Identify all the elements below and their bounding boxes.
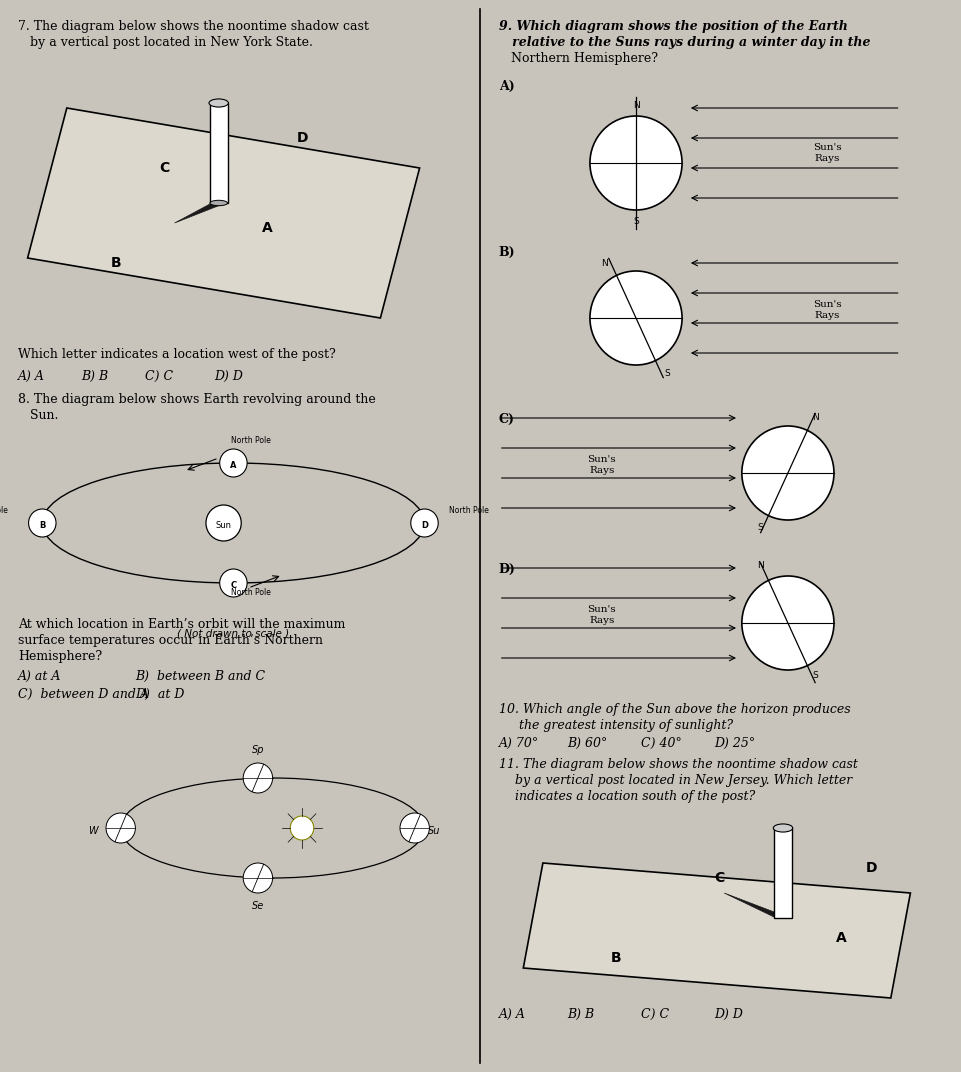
Circle shape bbox=[741, 576, 833, 670]
Text: 8. The diagram below shows Earth revolving around the: 8. The diagram below shows Earth revolvi… bbox=[18, 393, 375, 406]
Circle shape bbox=[219, 569, 247, 597]
Text: C: C bbox=[713, 870, 724, 885]
Text: B) 60°: B) 60° bbox=[567, 738, 607, 750]
Circle shape bbox=[243, 863, 272, 893]
Circle shape bbox=[400, 813, 429, 843]
Text: S: S bbox=[632, 217, 638, 225]
Text: relative to the Suns rays during a winter day in the: relative to the Suns rays during a winte… bbox=[499, 36, 870, 49]
Text: D: D bbox=[865, 861, 876, 875]
Text: by a vertical post located in New Jersey. Which letter: by a vertical post located in New Jersey… bbox=[499, 774, 851, 787]
Circle shape bbox=[589, 271, 681, 364]
Circle shape bbox=[206, 505, 241, 541]
Text: B) B: B) B bbox=[82, 370, 109, 383]
Circle shape bbox=[29, 509, 56, 537]
Text: Sun.: Sun. bbox=[18, 410, 58, 422]
Polygon shape bbox=[174, 203, 225, 223]
Text: A) at A: A) at A bbox=[18, 670, 62, 683]
Text: B: B bbox=[610, 951, 621, 965]
Text: C) C: C) C bbox=[640, 1008, 668, 1021]
Text: N: N bbox=[811, 414, 818, 422]
Text: surface temperatures occur in Earth’s Northern: surface temperatures occur in Earth’s No… bbox=[18, 634, 323, 647]
Text: A) 70°: A) 70° bbox=[499, 738, 538, 750]
Text: Sun's
Rays: Sun's Rays bbox=[587, 606, 615, 625]
Ellipse shape bbox=[773, 824, 792, 832]
Text: indicates a location south of the post?: indicates a location south of the post? bbox=[499, 790, 754, 803]
Circle shape bbox=[106, 813, 136, 843]
Text: Sun's
Rays: Sun's Rays bbox=[812, 300, 841, 319]
Text: B): B) bbox=[499, 245, 515, 259]
Text: B)  between B and C: B) between B and C bbox=[136, 670, 265, 683]
Text: 11. The diagram below shows the noontime shadow cast: 11. The diagram below shows the noontime… bbox=[499, 758, 857, 771]
Text: D) D: D) D bbox=[213, 370, 242, 383]
Text: Hemisphere?: Hemisphere? bbox=[18, 650, 102, 662]
Text: Sun's
Rays: Sun's Rays bbox=[812, 144, 841, 163]
Text: the greatest intensity of sunlight?: the greatest intensity of sunlight? bbox=[499, 719, 732, 732]
Text: D): D) bbox=[499, 563, 515, 576]
Polygon shape bbox=[724, 893, 789, 918]
Text: C)  between D and A: C) between D and A bbox=[18, 688, 149, 701]
Circle shape bbox=[589, 116, 681, 210]
Text: S: S bbox=[664, 369, 670, 377]
Text: C): C) bbox=[499, 413, 514, 426]
Ellipse shape bbox=[209, 99, 228, 107]
Text: D: D bbox=[421, 521, 428, 530]
Text: S: S bbox=[757, 523, 762, 533]
Text: A) A: A) A bbox=[499, 1008, 525, 1021]
Text: 9. Which diagram shows the position of the Earth: 9. Which diagram shows the position of t… bbox=[499, 20, 847, 33]
Text: B: B bbox=[111, 256, 121, 270]
Text: D) D: D) D bbox=[714, 1008, 743, 1021]
Text: D) 25°: D) 25° bbox=[714, 738, 754, 750]
Text: N: N bbox=[601, 258, 607, 268]
Text: N: N bbox=[632, 101, 639, 109]
Text: Sun: Sun bbox=[215, 521, 232, 530]
Text: A: A bbox=[230, 461, 236, 470]
Text: Which letter indicates a location west of the post?: Which letter indicates a location west o… bbox=[18, 348, 335, 361]
Text: Sp: Sp bbox=[252, 745, 264, 755]
Text: North Pole: North Pole bbox=[0, 506, 9, 515]
Text: C: C bbox=[160, 161, 170, 175]
Text: S: S bbox=[812, 671, 818, 681]
Text: B) B: B) B bbox=[567, 1008, 594, 1021]
Circle shape bbox=[243, 763, 272, 793]
Text: Su: Su bbox=[428, 827, 440, 836]
Text: Northern Hemisphere?: Northern Hemisphere? bbox=[499, 53, 657, 65]
Text: C) C: C) C bbox=[145, 370, 173, 383]
Circle shape bbox=[219, 449, 247, 477]
Text: At which location in Earth’s orbit will the maximum: At which location in Earth’s orbit will … bbox=[18, 617, 345, 631]
Text: 7. The diagram below shows the noontime shadow cast: 7. The diagram below shows the noontime … bbox=[18, 20, 368, 33]
Text: North Pole: North Pole bbox=[448, 506, 488, 515]
Circle shape bbox=[290, 816, 313, 840]
Bar bbox=[774, 828, 791, 918]
Text: W: W bbox=[88, 827, 98, 836]
Text: A: A bbox=[835, 930, 847, 946]
Polygon shape bbox=[28, 108, 419, 318]
Text: C) 40°: C) 40° bbox=[640, 738, 681, 750]
Text: A): A) bbox=[499, 80, 514, 93]
Text: North Pole: North Pole bbox=[231, 436, 271, 445]
Text: Se: Se bbox=[252, 900, 263, 911]
Text: D)  at D: D) at D bbox=[136, 688, 185, 701]
Text: Sun's
Rays: Sun's Rays bbox=[587, 456, 615, 475]
Polygon shape bbox=[523, 863, 909, 998]
Ellipse shape bbox=[209, 200, 228, 206]
Text: A: A bbox=[262, 221, 273, 235]
Text: N: N bbox=[756, 562, 763, 570]
Text: B: B bbox=[39, 521, 45, 530]
Text: North Pole: North Pole bbox=[231, 589, 271, 597]
Circle shape bbox=[741, 426, 833, 520]
Text: A) A: A) A bbox=[18, 370, 44, 383]
Bar bbox=[209, 103, 228, 203]
Text: 10. Which angle of the Sun above the horizon produces: 10. Which angle of the Sun above the hor… bbox=[499, 703, 850, 716]
Text: D: D bbox=[296, 131, 308, 145]
Circle shape bbox=[410, 509, 438, 537]
Text: ( Not drawn to scale ): ( Not drawn to scale ) bbox=[177, 628, 289, 638]
Text: by a vertical post located in New York State.: by a vertical post located in New York S… bbox=[18, 36, 312, 49]
Text: C: C bbox=[230, 581, 236, 590]
